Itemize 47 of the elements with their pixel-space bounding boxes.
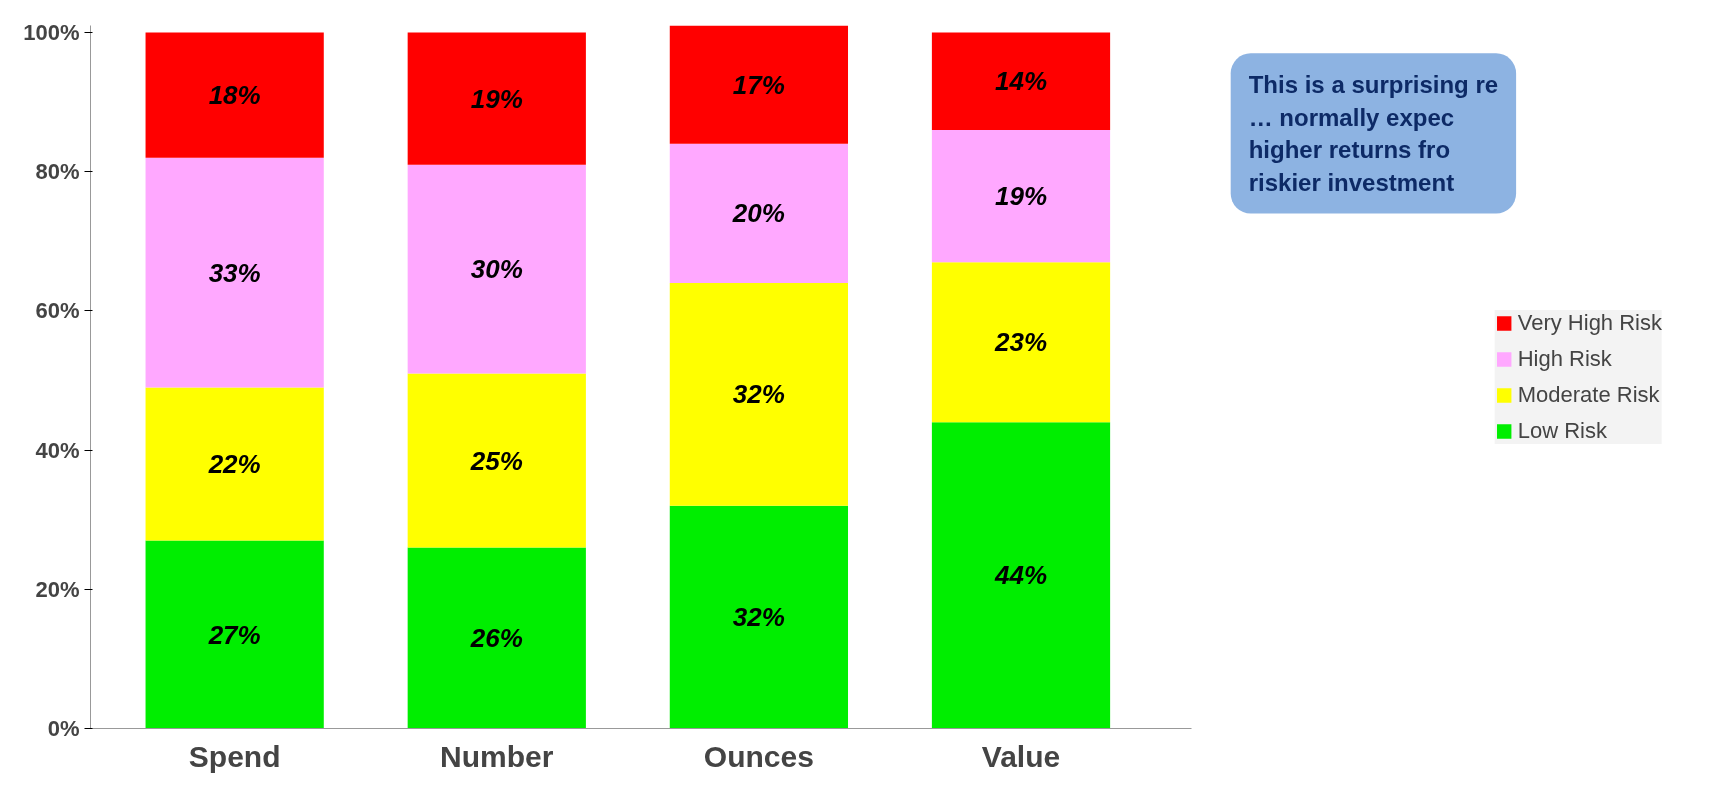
y-tick-label: 0%	[47, 716, 80, 741]
data-label: 32%	[732, 602, 785, 633]
y-tick-label: 80%	[35, 159, 80, 185]
bar	[407, 164, 586, 374]
bar	[145, 387, 324, 541]
y-tick-label: 60%	[35, 298, 80, 324]
data-label: 26%	[469, 623, 523, 654]
y-tick-label: 20%	[35, 576, 80, 602]
bar	[669, 25, 849, 144]
text: This is a surprising re … normally expec higher returns fro riskier investment	[1248, 71, 1499, 196]
x-tick-label: Value	[981, 739, 1061, 773]
data-label: 20%	[731, 198, 785, 229]
x-tick-label: Spend	[188, 739, 281, 773]
legend-label: High Risk	[1517, 345, 1612, 372]
data-label: 17%	[732, 69, 785, 100]
bar	[145, 540, 324, 729]
data-label: 44%	[993, 560, 1048, 591]
data-label: 19%	[994, 181, 1048, 212]
y-tick-label: 100%	[23, 19, 80, 45]
data-label: 18%	[208, 80, 261, 111]
y-tick-label: 40%	[35, 437, 80, 463]
bar	[931, 262, 1111, 423]
x-tick-label: Ounces	[703, 739, 814, 773]
bar	[407, 32, 586, 165]
bar	[407, 547, 586, 729]
legend-label: Moderate Risk	[1517, 381, 1660, 408]
data-label: 33%	[208, 257, 261, 288]
data-label: 14%	[994, 66, 1048, 97]
bar	[669, 505, 849, 729]
data-label: 19%	[470, 83, 523, 114]
data-label: 23%	[993, 327, 1048, 358]
data-label: 25%	[469, 445, 523, 476]
bar	[145, 32, 324, 158]
data-label: 22%	[207, 449, 261, 479]
bar	[407, 373, 586, 548]
bar	[669, 283, 849, 506]
bar	[931, 32, 1111, 130]
bar	[669, 143, 849, 284]
bar	[931, 129, 1111, 263]
bar	[145, 157, 324, 388]
legend-label: Low Risk	[1517, 417, 1607, 444]
data-label: 27%	[207, 619, 261, 650]
data-label: 32%	[732, 379, 785, 410]
bar	[931, 422, 1111, 729]
x-tick-label: Number	[440, 739, 554, 773]
data-label: 30%	[470, 254, 523, 285]
legend-label: Very High Risk	[1517, 309, 1662, 336]
